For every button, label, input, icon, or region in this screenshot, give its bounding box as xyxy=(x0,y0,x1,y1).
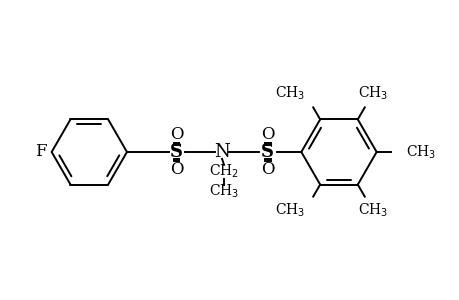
Text: N: N xyxy=(214,143,230,161)
Text: O: O xyxy=(260,126,274,142)
Text: O: O xyxy=(169,161,183,178)
Text: CH$_2$: CH$_2$ xyxy=(208,163,239,181)
Text: CH$_3$: CH$_3$ xyxy=(357,202,387,219)
Text: F: F xyxy=(35,143,47,161)
Text: CH$_3$: CH$_3$ xyxy=(405,143,436,161)
Text: S: S xyxy=(261,143,274,161)
Text: CH$_3$: CH$_3$ xyxy=(357,85,387,102)
Text: O: O xyxy=(260,161,274,178)
Text: S: S xyxy=(170,143,183,161)
Text: CH$_3$: CH$_3$ xyxy=(274,85,305,102)
Text: CH$_3$: CH$_3$ xyxy=(274,202,305,219)
Text: O: O xyxy=(169,126,183,142)
Text: CH$_3$: CH$_3$ xyxy=(208,183,239,200)
